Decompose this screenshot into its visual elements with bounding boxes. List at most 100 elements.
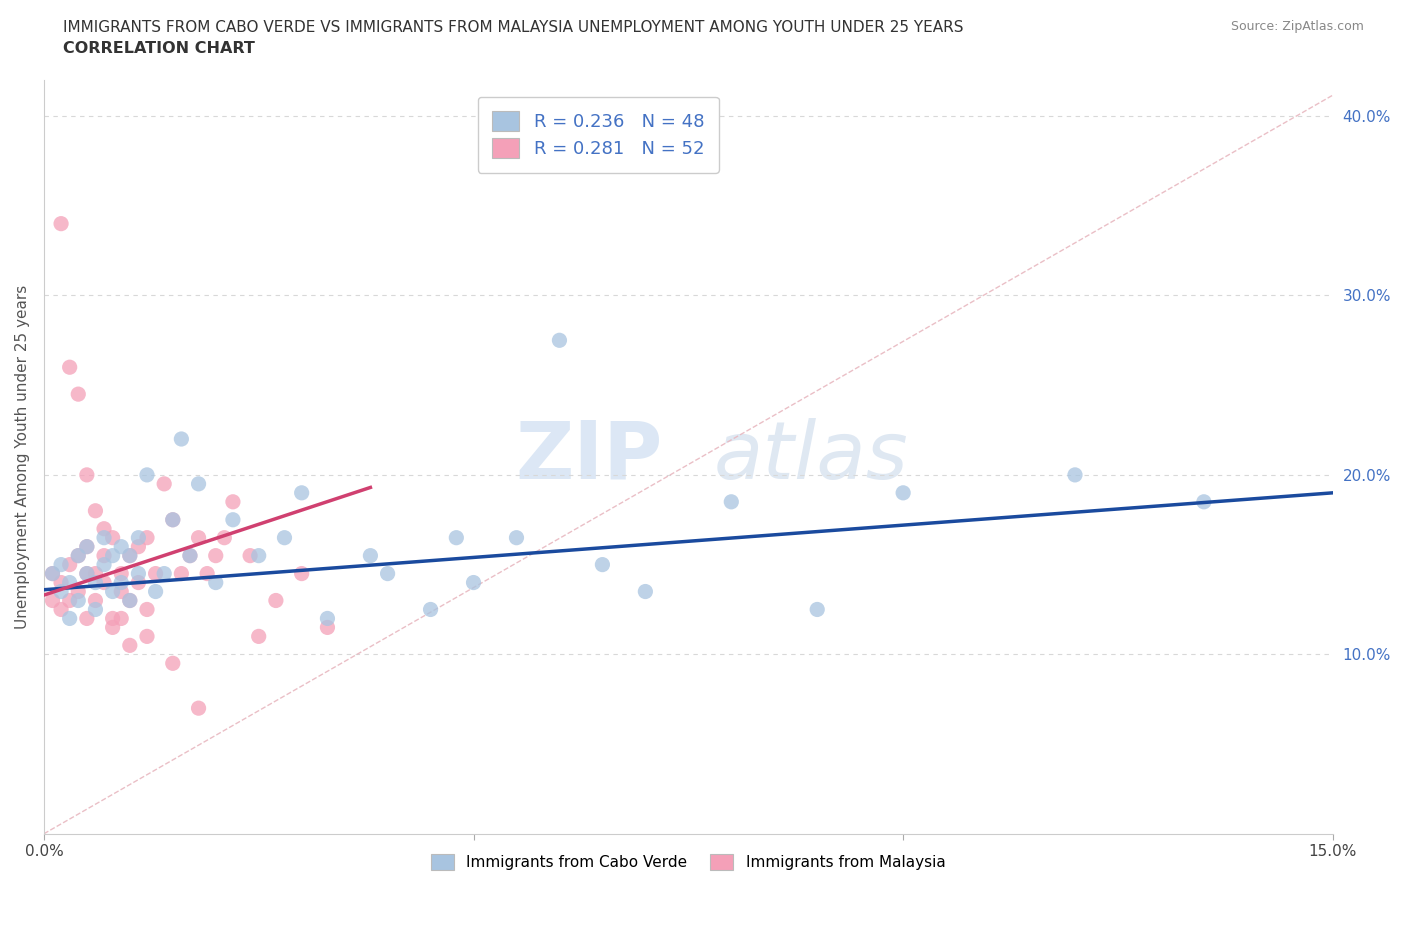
- Point: [127, 575, 149, 590]
- Point: [84, 602, 107, 617]
- Point: [93, 575, 115, 590]
- Point: [110, 575, 132, 590]
- Point: [316, 611, 339, 626]
- Point: [67, 593, 90, 608]
- Point: [110, 584, 132, 599]
- Point: [239, 548, 262, 563]
- Point: [101, 620, 124, 635]
- Point: [127, 539, 149, 554]
- Point: [49, 216, 72, 231]
- Point: [204, 575, 226, 590]
- Point: [93, 522, 115, 537]
- Point: [187, 700, 209, 715]
- Text: Source: ZipAtlas.com: Source: ZipAtlas.com: [1230, 20, 1364, 33]
- Point: [806, 602, 828, 617]
- Point: [187, 476, 209, 491]
- Point: [136, 629, 159, 644]
- Point: [59, 575, 82, 590]
- Point: [118, 548, 141, 563]
- Point: [136, 602, 159, 617]
- Point: [179, 548, 201, 563]
- Point: [127, 530, 149, 545]
- Point: [195, 566, 218, 581]
- Point: [720, 495, 742, 510]
- Point: [463, 575, 485, 590]
- Point: [170, 432, 193, 446]
- Point: [162, 656, 184, 671]
- Point: [76, 539, 98, 554]
- Point: [76, 468, 98, 483]
- Point: [162, 512, 184, 527]
- Point: [247, 548, 270, 563]
- Point: [118, 593, 141, 608]
- Point: [145, 566, 167, 581]
- Point: [548, 333, 571, 348]
- Point: [101, 530, 124, 545]
- Point: [110, 539, 132, 554]
- Point: [76, 611, 98, 626]
- Text: IMMIGRANTS FROM CABO VERDE VS IMMIGRANTS FROM MALAYSIA UNEMPLOYMENT AMONG YOUTH : IMMIGRANTS FROM CABO VERDE VS IMMIGRANTS…: [63, 20, 963, 35]
- Point: [84, 593, 107, 608]
- Point: [84, 575, 107, 590]
- Point: [49, 584, 72, 599]
- Point: [377, 566, 399, 581]
- Point: [1192, 495, 1215, 510]
- Point: [634, 584, 657, 599]
- Point: [118, 548, 141, 563]
- Text: atlas: atlas: [714, 418, 908, 496]
- Point: [93, 548, 115, 563]
- Point: [419, 602, 441, 617]
- Point: [136, 530, 159, 545]
- Point: [316, 620, 339, 635]
- Text: CORRELATION CHART: CORRELATION CHART: [63, 41, 254, 56]
- Point: [187, 530, 209, 545]
- Point: [41, 593, 63, 608]
- Point: [359, 548, 381, 563]
- Point: [118, 593, 141, 608]
- Point: [110, 566, 132, 581]
- Point: [76, 539, 98, 554]
- Point: [136, 468, 159, 483]
- Point: [101, 611, 124, 626]
- Point: [891, 485, 914, 500]
- Point: [101, 584, 124, 599]
- Point: [204, 548, 226, 563]
- Point: [505, 530, 527, 545]
- Point: [41, 566, 63, 581]
- Point: [67, 387, 90, 402]
- Point: [49, 557, 72, 572]
- Point: [93, 557, 115, 572]
- Point: [76, 566, 98, 581]
- Point: [118, 638, 141, 653]
- Point: [273, 530, 295, 545]
- Point: [59, 360, 82, 375]
- Point: [67, 584, 90, 599]
- Point: [59, 611, 82, 626]
- Point: [214, 530, 236, 545]
- Point: [41, 566, 63, 581]
- Point: [101, 548, 124, 563]
- Point: [153, 566, 176, 581]
- Point: [179, 548, 201, 563]
- Point: [264, 593, 287, 608]
- Point: [84, 503, 107, 518]
- Point: [67, 548, 90, 563]
- Point: [67, 548, 90, 563]
- Text: ZIP: ZIP: [516, 418, 662, 496]
- Y-axis label: Unemployment Among Youth under 25 years: Unemployment Among Youth under 25 years: [15, 285, 30, 629]
- Point: [59, 557, 82, 572]
- Point: [291, 485, 314, 500]
- Point: [110, 611, 132, 626]
- Point: [49, 602, 72, 617]
- Point: [591, 557, 613, 572]
- Point: [170, 566, 193, 581]
- Point: [1064, 468, 1087, 483]
- Point: [49, 575, 72, 590]
- Point: [84, 566, 107, 581]
- Point: [153, 476, 176, 491]
- Point: [162, 512, 184, 527]
- Point: [59, 593, 82, 608]
- Point: [93, 530, 115, 545]
- Point: [222, 495, 245, 510]
- Point: [145, 584, 167, 599]
